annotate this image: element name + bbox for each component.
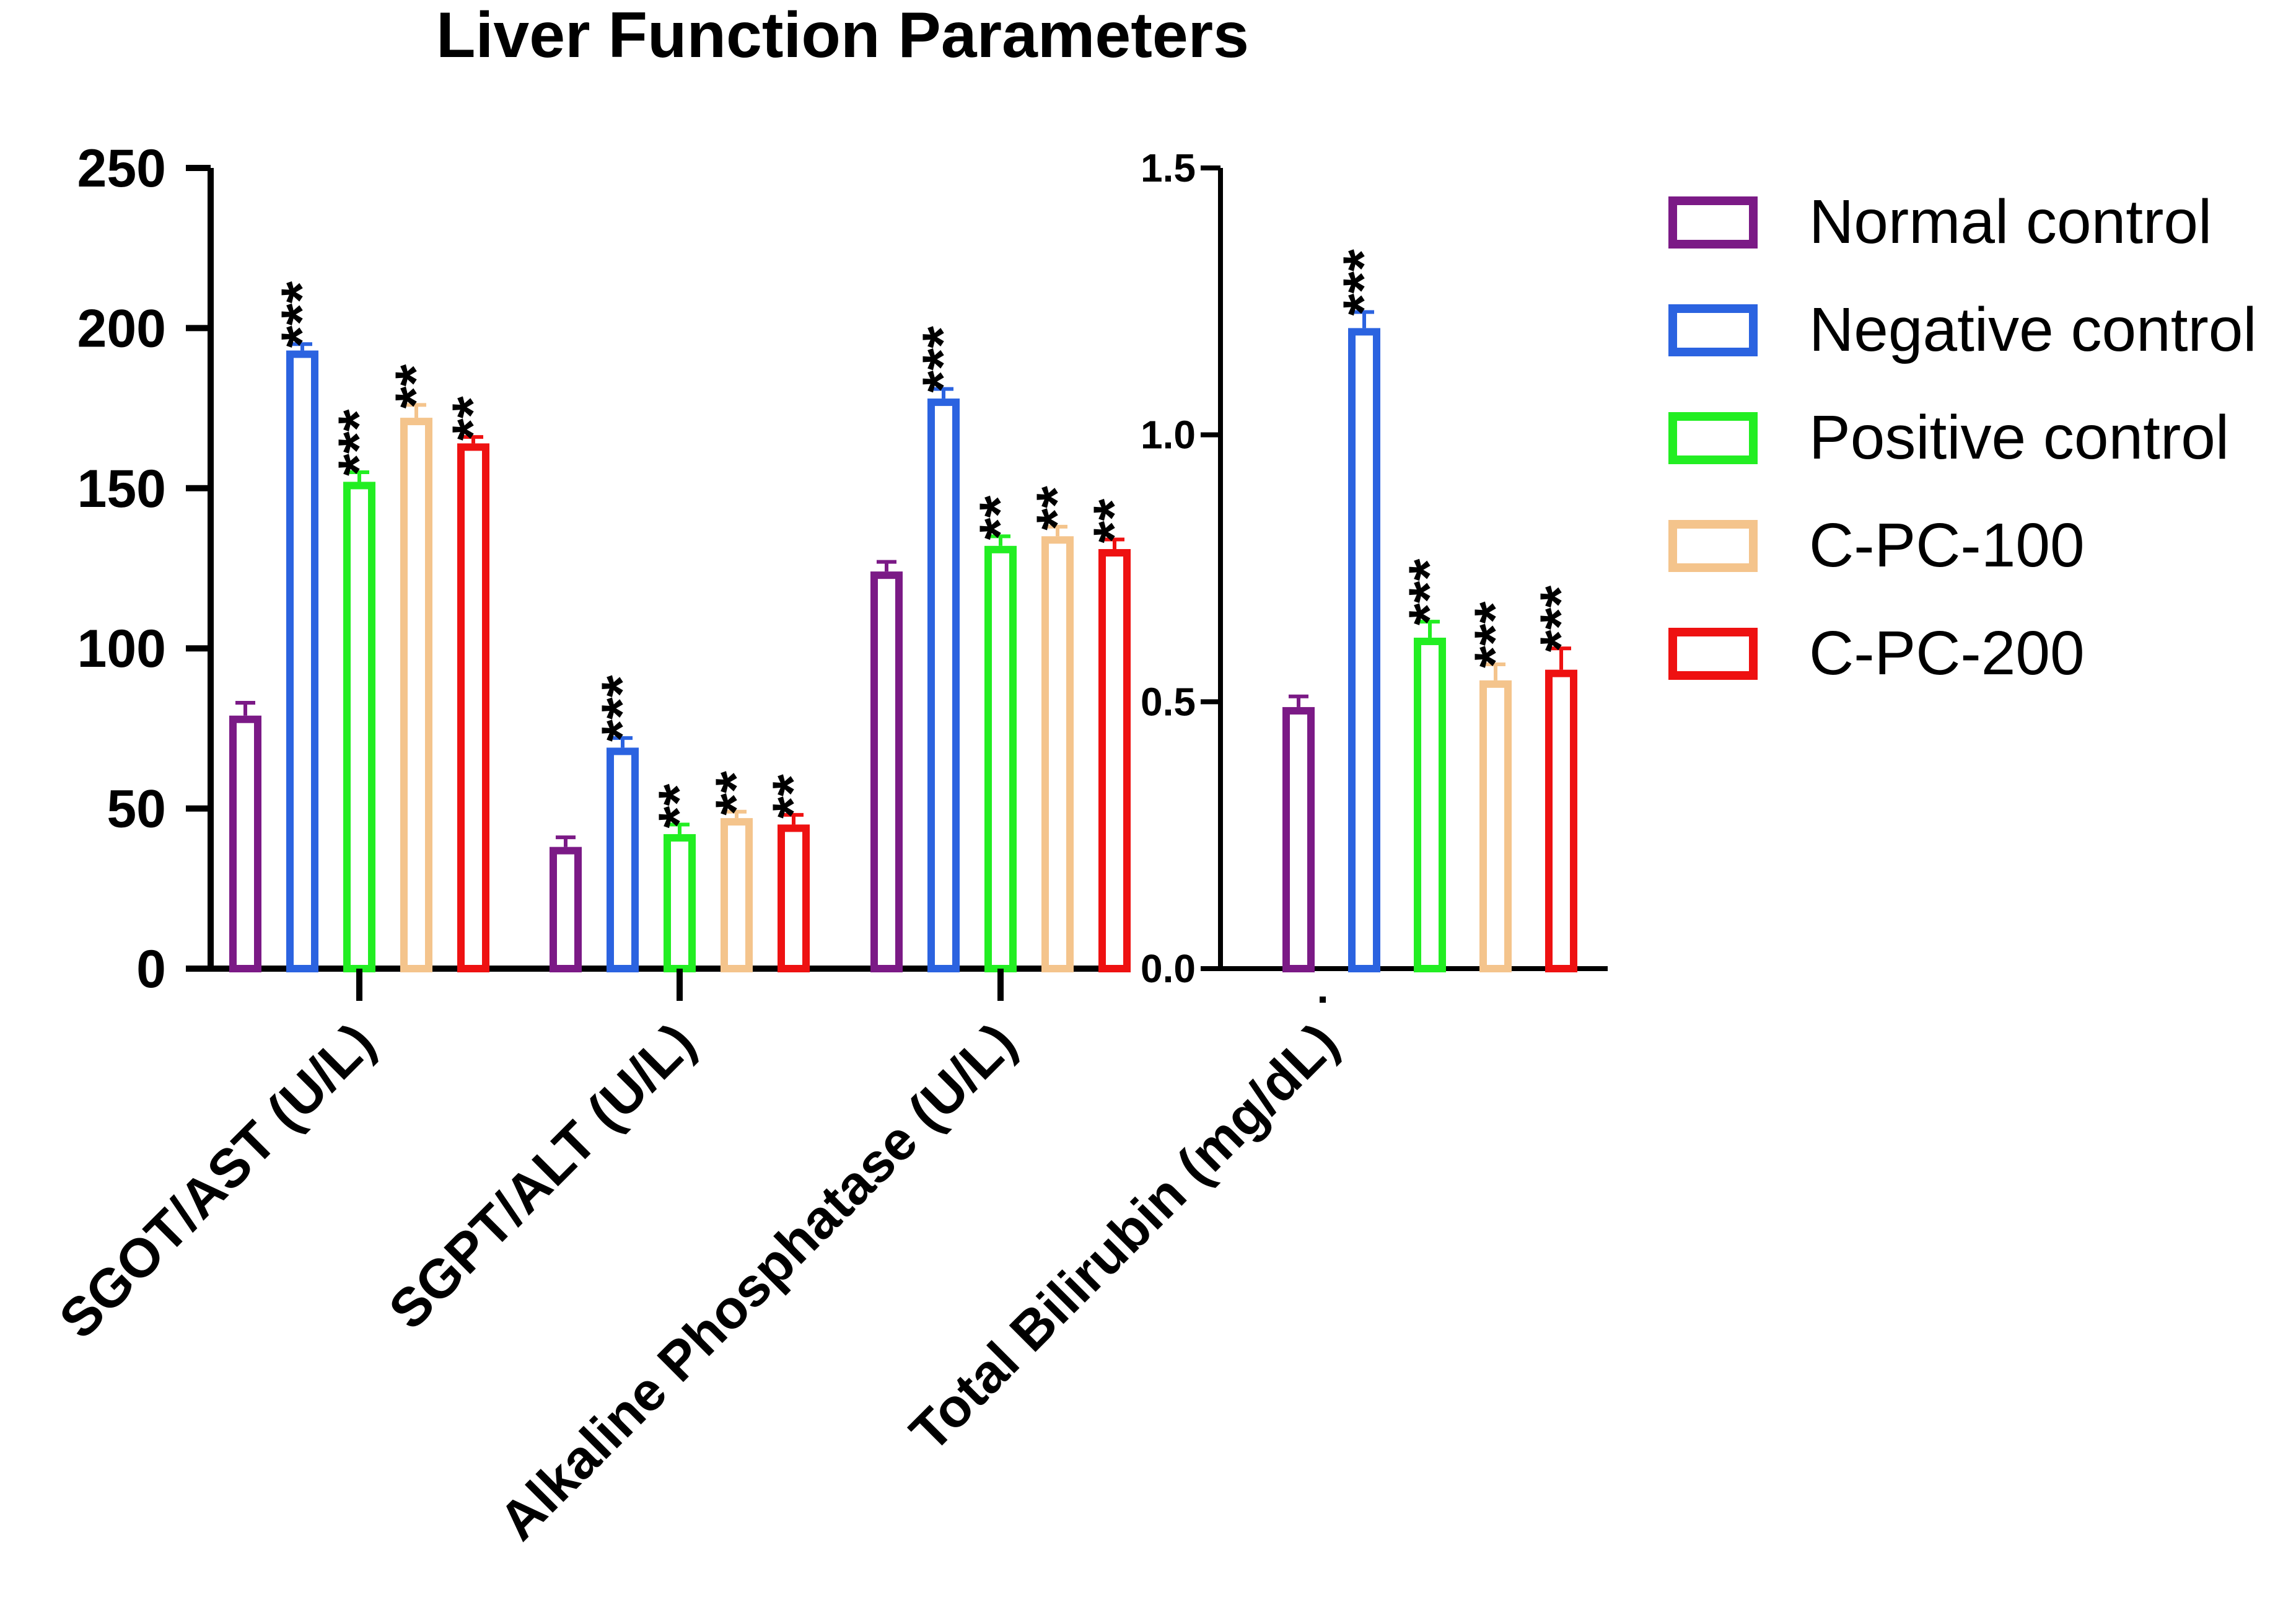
left-y-tick-label: 0 xyxy=(136,940,166,999)
bar xyxy=(721,818,753,972)
legend-swatch xyxy=(1668,304,1758,356)
legend-label: Positive control xyxy=(1809,403,2229,472)
right-y-tick-label: 1.0 xyxy=(1141,413,1196,457)
significance-label: *** xyxy=(911,326,975,393)
left-y-tick-label: 200 xyxy=(77,299,167,358)
bar xyxy=(778,824,810,972)
significance-label: *** xyxy=(1463,601,1527,668)
category-label: SGOT/AST (U/L) xyxy=(47,1011,386,1350)
bar xyxy=(1414,637,1446,973)
significance-label: *** xyxy=(327,409,390,476)
bar xyxy=(1098,548,1131,972)
legend-label: Normal control xyxy=(1809,187,2212,257)
significance-label: ** xyxy=(647,784,711,829)
significance-label: ** xyxy=(441,396,504,441)
significance-label: ** xyxy=(761,774,825,819)
bar xyxy=(457,443,489,972)
left-y-tick-label: 250 xyxy=(77,139,167,198)
chart-title: Liver Function Parameters xyxy=(436,0,1249,71)
x-tick-mark xyxy=(1320,997,1326,1003)
significance-label: *** xyxy=(270,281,333,348)
significance-label: ** xyxy=(1025,486,1089,530)
bar xyxy=(1348,328,1380,972)
legend-swatch xyxy=(1668,196,1758,249)
left-y-tick-label: 100 xyxy=(77,619,167,679)
significance-label: *** xyxy=(590,675,654,742)
bar xyxy=(229,715,261,973)
bar xyxy=(286,350,318,972)
bar xyxy=(1545,669,1577,972)
left-y-tick-label: 150 xyxy=(77,459,167,519)
category-label: SGPT/ALT (U/L) xyxy=(377,1011,706,1340)
significance-label: ** xyxy=(384,364,447,409)
bar xyxy=(870,571,903,972)
significance-label: *** xyxy=(1332,249,1395,316)
left-y-tick-label: 50 xyxy=(107,780,166,839)
significance-label: ** xyxy=(704,771,768,816)
bar xyxy=(550,847,582,972)
bar xyxy=(1479,680,1512,972)
bar xyxy=(400,418,432,972)
bar xyxy=(607,747,639,972)
bar xyxy=(664,834,696,972)
significance-label: *** xyxy=(1398,559,1461,626)
bar xyxy=(927,398,960,972)
category-label: Alkaline Phosphatase (U/L) xyxy=(487,1011,1027,1551)
significance-label: *** xyxy=(1529,586,1592,653)
right-y-tick-label: 0.0 xyxy=(1141,946,1196,991)
bar xyxy=(984,545,1017,972)
legend-label: Negative control xyxy=(1809,295,2257,364)
significance-label: ** xyxy=(968,496,1032,540)
right-y-tick-label: 0.5 xyxy=(1141,679,1196,724)
legend-swatch xyxy=(1668,412,1758,464)
significance-label: ** xyxy=(1082,499,1146,543)
bar xyxy=(1041,536,1074,972)
legend-label: C-PC-100 xyxy=(1809,511,2085,580)
right-y-tick-label: 1.5 xyxy=(1141,146,1196,190)
bar xyxy=(1282,706,1315,972)
legend-label: C-PC-200 xyxy=(1809,618,2085,688)
legend-swatch xyxy=(1668,628,1758,680)
bar xyxy=(343,482,375,972)
legend-swatch xyxy=(1668,520,1758,572)
